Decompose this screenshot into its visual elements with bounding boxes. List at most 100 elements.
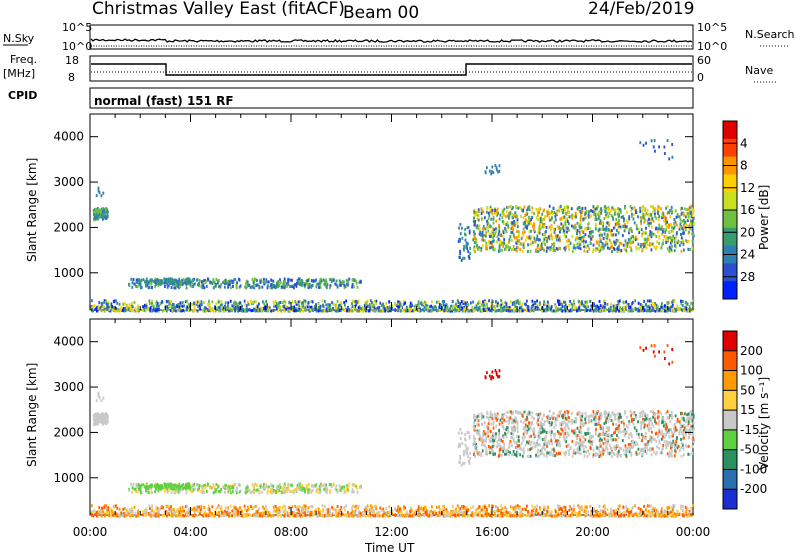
power-return <box>266 305 268 309</box>
power-return <box>171 277 173 281</box>
power-return <box>323 309 326 313</box>
power-return <box>533 224 536 228</box>
velocity-return <box>482 508 485 512</box>
velocity-return <box>505 510 508 514</box>
power-return <box>551 309 553 313</box>
power-return <box>146 280 149 284</box>
power-return <box>609 229 612 233</box>
velocity-return <box>456 511 459 515</box>
power-return <box>141 308 144 312</box>
power-return <box>576 229 579 233</box>
power-return <box>499 309 502 313</box>
power-return <box>588 247 591 251</box>
power-return <box>501 220 504 224</box>
power-return <box>641 209 644 213</box>
velocity-return <box>170 486 173 490</box>
power-return <box>500 303 503 307</box>
power-return <box>351 299 354 303</box>
velocity-return <box>308 490 311 494</box>
power-return <box>607 228 610 232</box>
velocity-return <box>329 489 332 493</box>
power-return <box>90 307 92 311</box>
velocity-return <box>310 490 313 494</box>
power-return <box>371 301 373 305</box>
velocity-return <box>315 508 317 512</box>
power-return <box>642 204 645 208</box>
velocity-return <box>273 490 276 494</box>
power-return <box>643 213 646 217</box>
power-return <box>650 213 652 217</box>
power-return <box>683 231 685 235</box>
power-return <box>504 226 506 230</box>
power-return <box>577 246 580 250</box>
power-return <box>323 282 325 286</box>
power-return <box>671 155 674 159</box>
power-return <box>93 304 96 308</box>
power-return <box>557 300 560 304</box>
power-return <box>567 222 570 226</box>
power-return <box>509 211 512 215</box>
power-return <box>680 302 683 306</box>
power-return <box>578 230 581 234</box>
power-return <box>610 232 612 236</box>
velocity-return <box>622 511 624 515</box>
power-return <box>568 247 571 251</box>
velocity-return <box>145 487 147 491</box>
velocity-return <box>149 507 151 511</box>
power-return <box>500 299 503 303</box>
power-return <box>603 227 606 231</box>
power-return <box>660 246 663 250</box>
power-return <box>332 307 334 311</box>
power-return <box>514 309 517 313</box>
power-return <box>558 237 561 241</box>
power-return <box>404 301 407 305</box>
power-return <box>90 299 93 303</box>
velocity-return <box>454 511 456 515</box>
velocity-return <box>205 489 208 493</box>
power-return <box>548 235 550 239</box>
velocity-return <box>105 415 108 419</box>
power-return <box>204 281 207 285</box>
power-return <box>651 242 654 246</box>
power-return <box>454 306 456 310</box>
velocity-return <box>172 483 175 487</box>
velocity-return <box>102 396 105 400</box>
power-return <box>111 307 113 311</box>
power-return <box>100 211 103 215</box>
power-return <box>528 205 531 209</box>
power-return <box>325 286 328 290</box>
power-return <box>628 240 631 244</box>
power-return <box>465 241 468 245</box>
cpid-strip: CPID normal (fast) 151 RF <box>8 87 694 109</box>
power-return <box>567 244 570 248</box>
power-return <box>574 246 577 250</box>
power-return <box>563 305 566 309</box>
power-return <box>595 217 598 221</box>
colorbar-tick-label: 20 <box>740 225 755 239</box>
power-return <box>419 308 422 312</box>
power-return <box>633 207 636 211</box>
power-return <box>243 299 246 303</box>
power-return <box>91 306 93 310</box>
velocity-return <box>101 418 103 422</box>
power-return <box>126 308 128 312</box>
power-return <box>122 307 125 311</box>
power-return <box>661 212 664 216</box>
power-return <box>103 300 106 304</box>
power-return <box>228 280 231 284</box>
power-return <box>174 305 176 309</box>
power-return <box>179 301 182 305</box>
power-return <box>682 232 684 236</box>
power-return <box>485 166 488 170</box>
power-return <box>486 303 488 307</box>
power-return <box>501 211 504 215</box>
power-return <box>195 301 197 305</box>
power-return <box>481 209 484 213</box>
power-return <box>601 227 604 231</box>
power-return <box>192 308 195 312</box>
power-return <box>574 238 577 242</box>
power-return <box>496 207 499 211</box>
velocity-return <box>680 507 683 511</box>
velocity-return <box>626 507 629 511</box>
power-return <box>294 300 297 304</box>
